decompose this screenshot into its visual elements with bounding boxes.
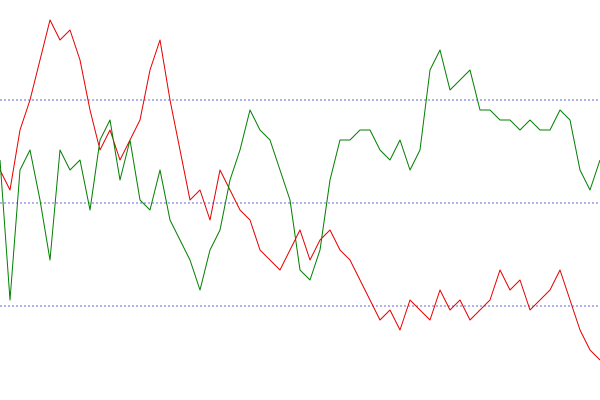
line-series	[0, 19, 600, 361]
line-series	[0, 49, 600, 301]
